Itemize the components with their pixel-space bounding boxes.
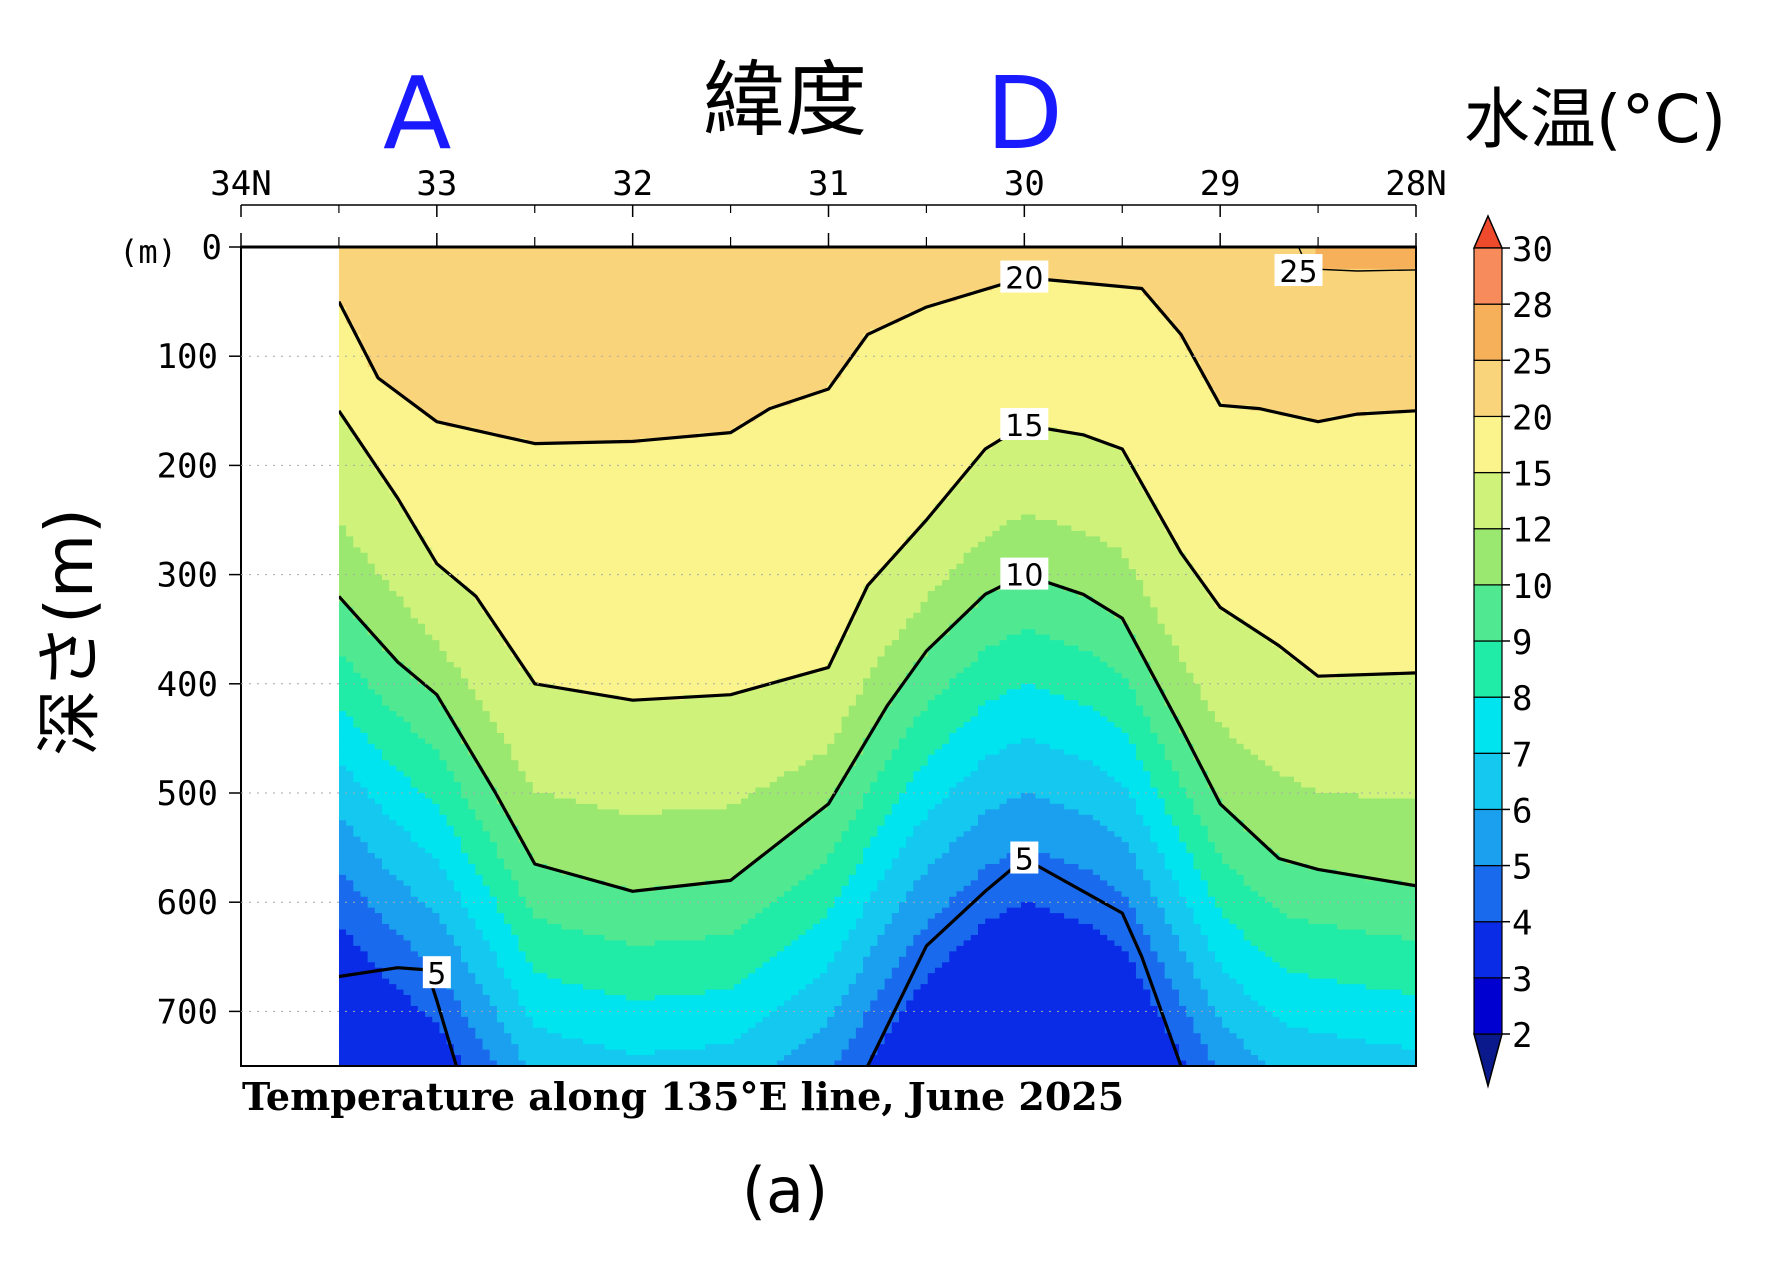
isotherm-label-5: 5 (423, 956, 451, 992)
y-tick-label: 500 (157, 774, 218, 814)
colorbar-tick-label: 20 (1512, 398, 1553, 438)
y-unit-label: (m) (119, 233, 177, 271)
colorbar: 2 3 4 5 6 7 8 9 10 12 15 20 25 28 30 (1474, 216, 1553, 1086)
x-tick-label: 29 (1200, 164, 1241, 204)
colorbar-tick-label: 30 (1512, 230, 1553, 270)
y-tick-label: 100 (157, 337, 218, 377)
colorbar-tick-label: 25 (1512, 342, 1553, 382)
y-tick-label: 600 (157, 883, 218, 923)
station-label-A: A (383, 55, 451, 172)
x-tick-label: 34N (210, 164, 271, 204)
x-tick-label: 31 (808, 164, 849, 204)
colorbar-tick-label: 12 (1512, 511, 1553, 551)
y-tick-label: 0 (202, 228, 222, 268)
chart-title: Temperature along 135°E line, June 2025 (242, 1074, 1124, 1119)
y-axis-label: 深さ(m) (31, 508, 108, 756)
isotherm-label-5: 5 (1010, 842, 1038, 878)
panel-label: (a) (742, 1154, 828, 1227)
colorbar-tick-label: 4 (1512, 904, 1532, 944)
x-tick-label: 33 (416, 164, 457, 204)
colorbar-tick-label: 2 (1512, 1016, 1532, 1056)
isotherm-label-15: 15 (1000, 408, 1048, 444)
colorbar-tick-label: 28 (1512, 286, 1553, 326)
temperature-fill (339, 247, 1417, 1067)
y-tick-label: 400 (157, 665, 218, 705)
station-label-D: D (986, 55, 1063, 172)
colorbar-tick-label: 15 (1512, 455, 1553, 495)
x-axis-label: 緯度 (703, 53, 867, 148)
colorbar-tick-label: 6 (1512, 791, 1532, 831)
colorbar-tick-label: 9 (1512, 623, 1532, 663)
colorbar-tick-label: 7 (1512, 735, 1532, 775)
x-tick-label: 30 (1004, 164, 1045, 204)
colorbar-tick-label: 3 (1512, 960, 1532, 1000)
y-tick-label: 200 (157, 446, 218, 486)
isotherm-label-25: 25 (1275, 254, 1323, 290)
colorbar-label: 水温(°C) (1464, 81, 1727, 158)
y-tick-label: 300 (157, 556, 218, 596)
x-tick-label: 32 (612, 164, 653, 204)
colorbar-tick-label: 8 (1512, 679, 1532, 719)
y-tick-label: 700 (157, 992, 218, 1032)
isotherm-label-10: 10 (1000, 558, 1048, 594)
isotherm-label-20: 20 (1000, 261, 1048, 297)
colorbar-tick-label: 5 (1512, 848, 1532, 888)
x-tick-label: 28N (1385, 164, 1446, 204)
colorbar-tick-label: 10 (1512, 567, 1553, 607)
